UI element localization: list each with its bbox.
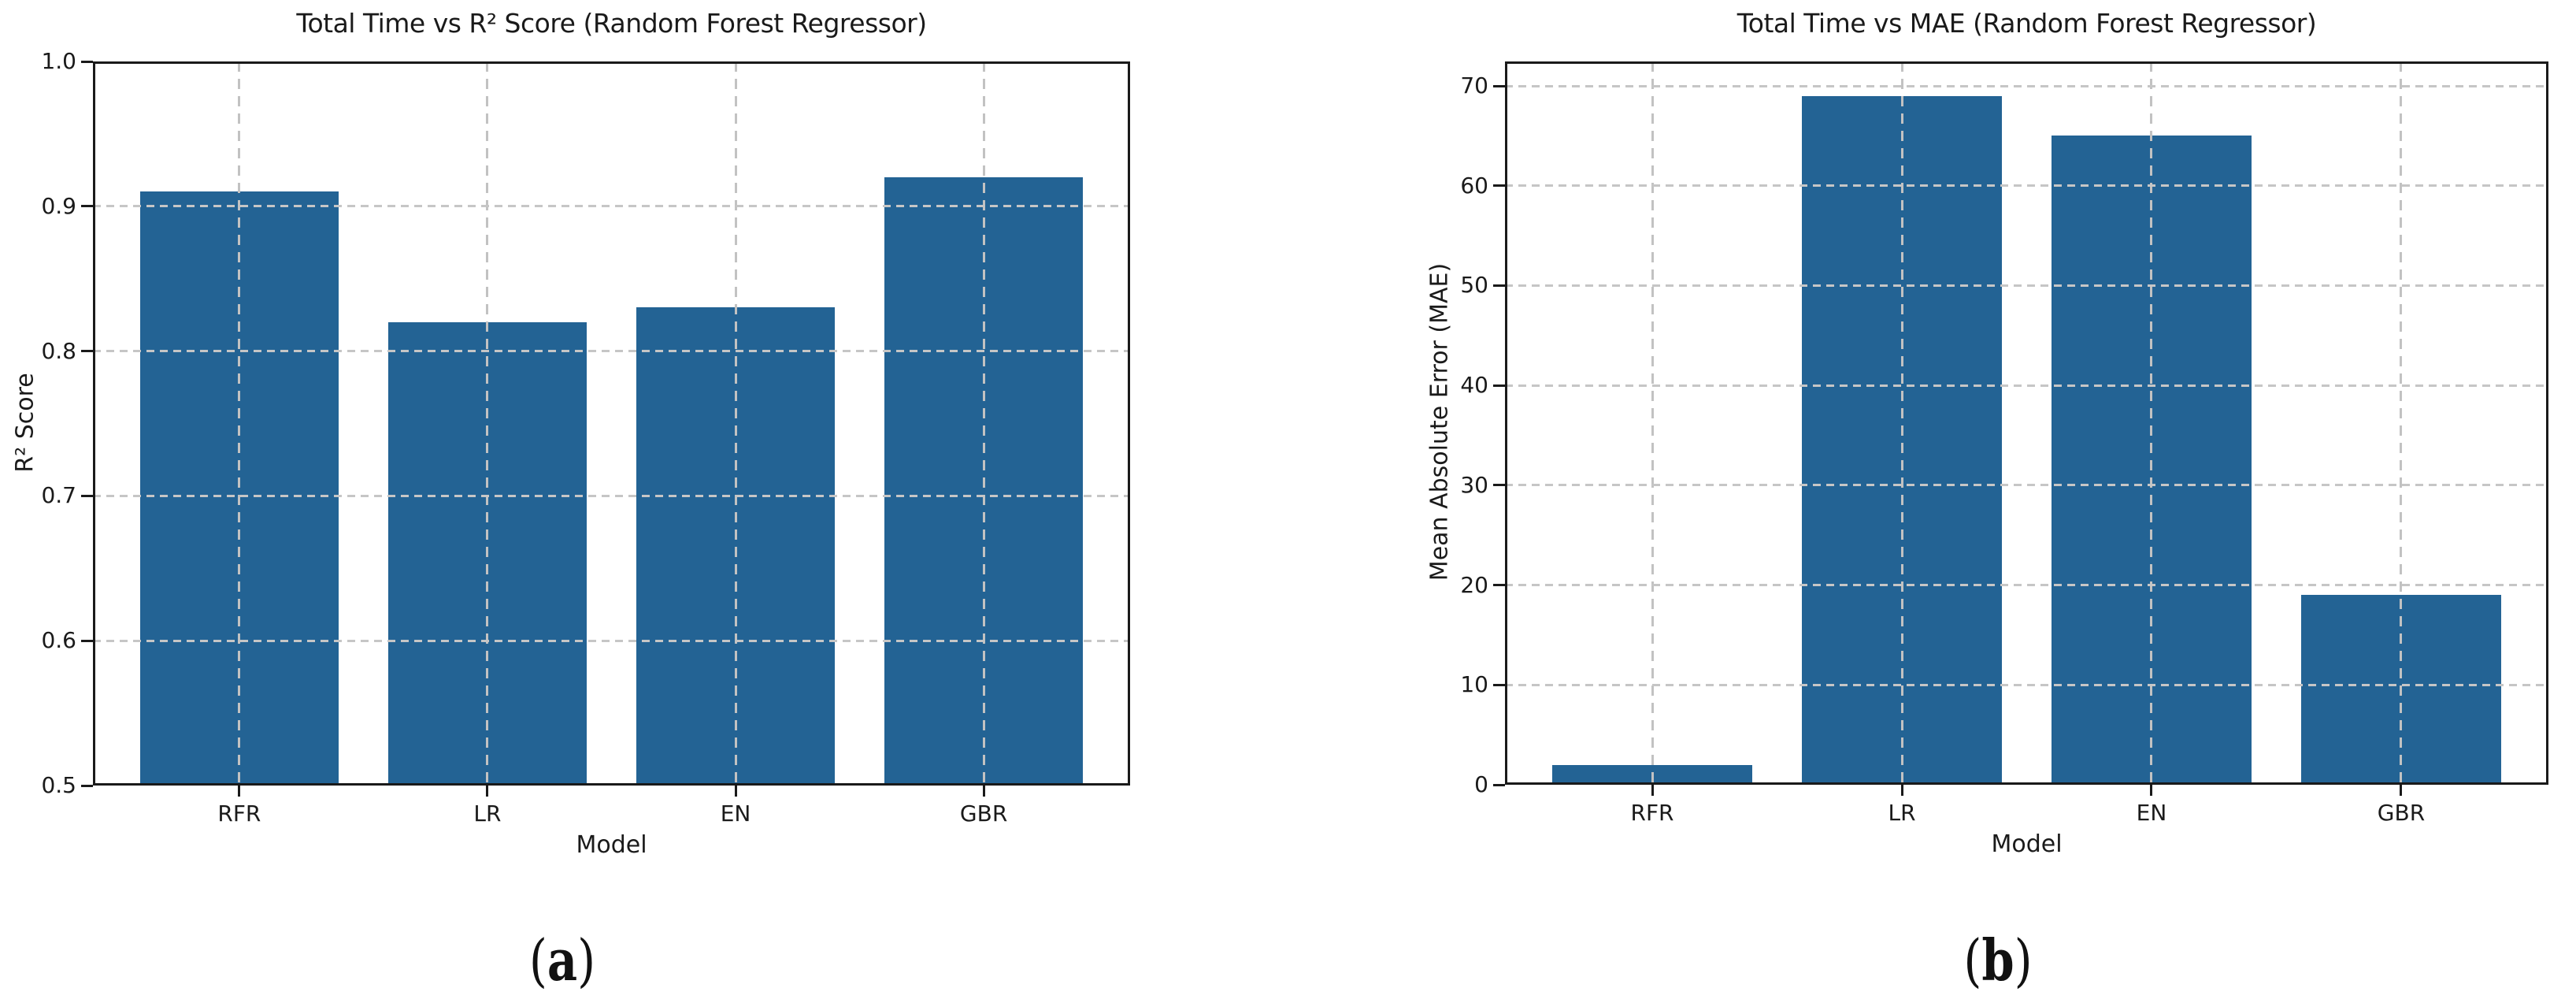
ytick-mark-0.7 [81,494,93,497]
ytick-mark-20 [1493,584,1505,587]
x-axis-label: Model [1991,830,2063,858]
plot-area-border [1505,61,2548,785]
gridline-h-40 [1505,384,2548,387]
gridline-h-30 [1505,484,2548,487]
ytick-mark-40 [1493,384,1505,387]
gridline-v-rfr [1651,61,1654,785]
bar-gbr [2301,595,2501,785]
gridline-h-60 [1505,184,2548,188]
gridline-h-20 [1505,584,2548,587]
gridline-h-10 [1505,683,2548,686]
chart-title: Total Time vs R² Score (Random Forest Re… [296,8,927,39]
ytick-mark-0.9 [81,205,93,208]
ytick-mark-10 [1493,683,1505,686]
ytick-mark-0 [1493,783,1505,786]
xtick-label-rfr: RFR [217,801,261,827]
x-axis-label: Model [576,831,647,859]
gridline-h-70 [1505,84,2548,87]
bar-en [2052,136,2252,785]
gridline-h-0.9 [93,205,1130,208]
ytick-label-10: 10 [1460,671,1488,698]
ytick-label-0.5: 0.5 [41,772,76,798]
xtick-label-lr: LR [473,801,502,827]
caption-a-close-paren: ) [577,927,596,994]
xtick-mark-en [2150,785,2153,796]
bar-rfr [1552,764,1752,785]
ytick-label-30: 30 [1460,471,1488,498]
plot-area-border [93,61,1130,786]
xtick-mark-lr [486,786,489,797]
caption-b-text: (b) [1963,927,2032,994]
bar-en [636,307,836,786]
y-axis-label: Mean Absolute Error (MAE) [1425,262,1454,581]
gridline-v-en [734,61,737,786]
bar-rfr [139,191,339,786]
gridline-v-en [2150,61,2153,785]
y-axis-label: R² Score [11,372,39,473]
ytick-mark-30 [1493,484,1505,487]
xtick-label-gbr: GBR [2377,800,2426,826]
xtick-label-rfr: RFR [1630,800,1674,826]
ytick-label-70: 70 [1460,72,1488,99]
ytick-mark-0.8 [81,350,93,353]
ytick-mark-0.5 [81,784,93,787]
ytick-label-0.8: 0.8 [41,337,76,364]
gridline-h-0.6 [93,639,1130,642]
ytick-label-0.7: 0.7 [41,482,76,509]
ytick-label-0.6: 0.6 [41,627,76,654]
gridline-v-gbr [982,61,985,786]
chart-title: Total Time vs MAE (Random Forest Regress… [1736,8,2317,39]
xtick-mark-rfr [1651,785,1654,796]
ytick-label-0.9: 0.9 [41,192,76,219]
caption-a: (a) [522,927,603,994]
ytick-mark-70 [1493,84,1505,87]
xtick-label-en: EN [720,801,751,827]
xtick-mark-gbr [982,786,985,797]
caption-b-letter: b [1981,927,2014,994]
ytick-label-60: 60 [1460,172,1488,199]
bar-gbr [884,177,1084,786]
xtick-mark-gbr [2400,785,2403,796]
ytick-mark-0.6 [81,639,93,642]
ytick-label-20: 20 [1460,571,1488,598]
ytick-mark-60 [1493,184,1505,188]
gridline-v-lr [1900,61,1903,785]
xtick-label-gbr: GBR [959,801,1008,827]
bar-lr [387,321,587,786]
bar-lr [1802,95,2002,785]
caption-b: (b) [1956,927,2040,994]
ytick-label-40: 40 [1460,372,1488,399]
xtick-label-lr: LR [1888,800,1916,826]
caption-b-open-paren: ( [1963,927,1982,994]
ytick-label-1.0: 1.0 [41,48,76,74]
caption-a-text: (a) [529,927,595,994]
ytick-mark-50 [1493,284,1505,287]
xtick-mark-en [734,786,737,797]
ytick-label-0: 0 [1474,771,1488,797]
xtick-label-en: EN [2136,800,2167,826]
ytick-label-50: 50 [1460,272,1488,299]
ytick-mark-1.0 [81,60,93,63]
gridline-h-50 [1505,284,2548,287]
gridline-h-0.8 [93,350,1130,353]
gridline-v-rfr [238,61,241,786]
gridline-v-gbr [2400,61,2403,785]
caption-a-open-paren: ( [528,927,547,994]
gridline-v-lr [486,61,489,786]
caption-b-close-paren: ) [2014,927,2033,994]
gridline-h-0.7 [93,494,1130,497]
xtick-mark-rfr [238,786,241,797]
caption-a-letter: a [547,927,578,994]
xtick-mark-lr [1900,785,1903,796]
